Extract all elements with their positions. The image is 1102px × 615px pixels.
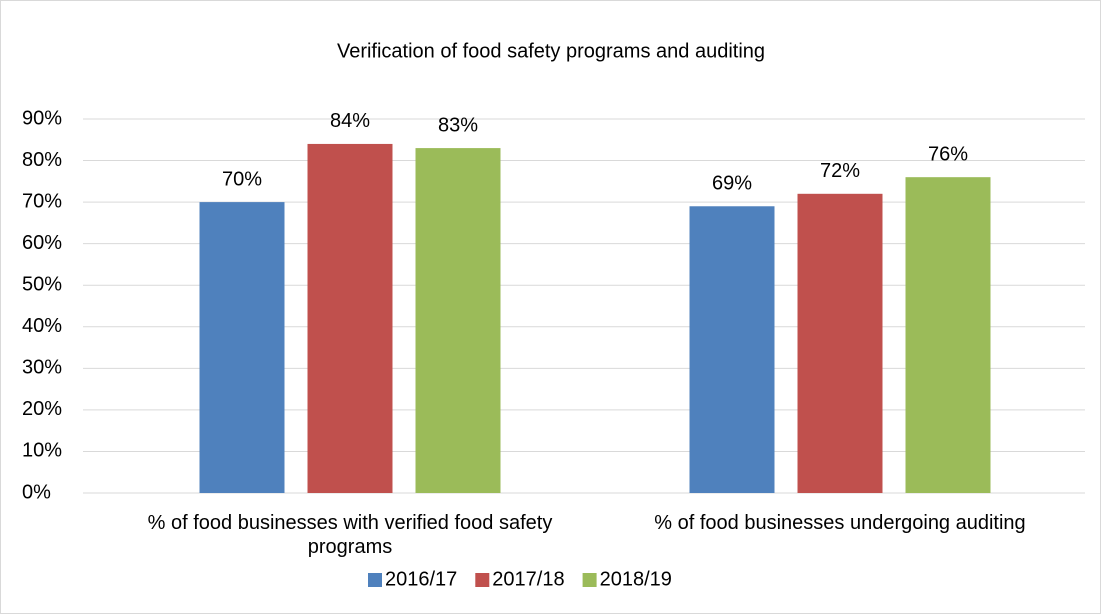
y-tick-label: 60% xyxy=(22,232,62,254)
data-label: 83% xyxy=(438,114,478,136)
data-label: 70% xyxy=(222,168,262,190)
y-tick-label: 0% xyxy=(22,481,51,503)
bar xyxy=(307,143,393,493)
legend-label: 2018/19 xyxy=(600,568,672,590)
bar xyxy=(689,206,775,493)
y-tick-label: 90% xyxy=(22,107,62,129)
legend-swatch xyxy=(582,573,597,587)
y-tick-label: 20% xyxy=(22,398,62,420)
legend-swatch xyxy=(475,573,490,587)
data-label: 84% xyxy=(330,110,370,132)
bar xyxy=(905,177,991,493)
legend-label: 2016/17 xyxy=(385,568,457,590)
x-tick-label: % of food businesses with verified food … xyxy=(147,512,553,558)
legend-swatch xyxy=(368,573,382,587)
legend-label: 2017/18 xyxy=(492,568,564,590)
y-tick-label: 80% xyxy=(22,149,62,171)
y-tick-label: 30% xyxy=(22,357,62,379)
bar xyxy=(199,202,285,493)
x-tick-label: % of food businesses undergoing auditing xyxy=(654,512,1026,534)
y-tick-label: 40% xyxy=(22,315,62,337)
data-label: 69% xyxy=(712,173,752,195)
y-tick-label: 70% xyxy=(22,190,62,212)
data-label: 72% xyxy=(820,160,860,182)
bar xyxy=(415,148,501,494)
data-label: 76% xyxy=(928,143,968,165)
chart-title: Verification of food safety programs and… xyxy=(337,40,765,62)
y-tick-label: 10% xyxy=(22,440,62,462)
bar xyxy=(797,193,883,494)
y-tick-label: 50% xyxy=(22,274,62,296)
